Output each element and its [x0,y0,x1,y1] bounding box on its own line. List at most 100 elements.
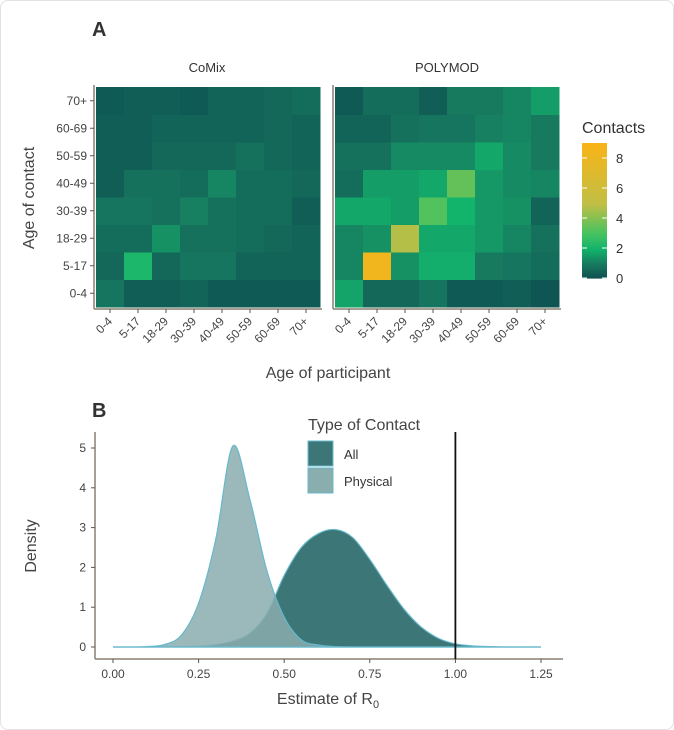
colorbar-segment [582,239,607,243]
heatmap-cell-polymod-50-59-70+ [531,142,560,170]
density-y-tick-label: 5 [79,441,86,455]
heatmap-cell-comix-70+-50-59 [236,87,265,115]
heatmap-cell-polymod-18-29-60-69 [503,224,532,253]
heatmap-cell-polymod-30-39-70+ [531,197,560,225]
colorbar-segment [582,221,607,225]
heatmap-cell-comix-40-49-60-69 [264,169,293,198]
heatmap-cell-comix-5-17-40-49 [208,252,237,280]
colorbar-segment [582,210,607,214]
density-area-all [113,528,541,648]
density-x-tick-label: 0.00 [101,667,125,681]
y-tick-label: 5-17 [63,259,87,273]
heatmap-cell-comix-0-4-30-39 [180,279,209,308]
heatmap-cell-comix-30-39-40-49 [208,197,237,225]
heatmap-cell-comix-30-39-60-69 [264,197,293,225]
heatmap-cell-comix-50-59-0-4 [96,142,125,170]
x-tick-label: 50-59 [224,314,256,346]
density-y-axis-title: Density [23,519,40,572]
heatmap-cell-polymod-50-59-50-59 [475,142,504,170]
heatmap-cell-polymod-70+-40-49 [447,87,476,115]
heatmap-cell-polymod-40-49-50-59 [475,169,504,198]
heatmap-cell-comix-0-4-40-49 [208,279,237,308]
colorbar-segment [582,269,607,272]
heatmap-cell-polymod-0-4-60-69 [503,279,532,308]
colorbar-segment [582,212,607,216]
colorbar-segment [582,203,607,207]
heatmap-cell-polymod-40-49-40-49 [447,169,476,198]
heatmap-cell-polymod-70+-5-17 [363,87,392,115]
heatmap-cell-polymod-5-17-30-39 [419,252,448,280]
heatmap-cell-comix-30-39-30-39 [180,197,209,225]
density-area-physical [112,444,541,648]
colorbar-segment [582,183,607,187]
y-tick-label: 50-59 [56,149,87,163]
heatmap-cell-polymod-40-49-5-17 [363,169,392,198]
heatmap-cell-polymod-40-49-60-69 [503,169,532,198]
x-tick-label: 40-49 [196,314,228,346]
heatmap-cell-comix-40-49-18-29 [152,169,181,198]
heatmap-cell-comix-18-29-0-4 [96,224,125,253]
heatmap-cell-comix-0-4-0-4 [96,279,125,308]
heatmap-cell-comix-18-29-50-59 [236,224,265,253]
heatmap-cell-comix-5-17-70+ [292,252,321,280]
x-tick-label: 30-39 [168,314,200,346]
colorbar-segment [582,233,607,236]
colorbar-segment [582,156,607,160]
y-tick-label: 30-39 [56,204,87,218]
heatmap-cell-polymod-70+-50-59 [475,87,504,115]
colorbar-segment [582,275,607,279]
colorbar-segment [582,257,607,261]
facet-title-comix: CoMix [189,60,226,75]
density-y-tick-label: 0 [79,640,86,654]
colorbar-segment [582,266,607,270]
colorbar-segment [582,201,607,205]
colorbar-tick-label: 6 [616,181,623,196]
heatmap-cell-comix-40-49-30-39 [180,169,209,198]
heatmap-cell-comix-70+-5-17 [124,87,153,115]
colorbar-segment [582,251,607,254]
colorbar-segment [582,152,607,155]
colorbar-segment [582,161,607,164]
heatmap-cell-polymod-60-69-50-59 [475,114,504,143]
facet-title-polymod: POLYMOD [415,60,479,75]
y-tick-label: 0-4 [70,286,88,300]
colorbar-segment [582,248,607,252]
x-tick-label: 70+ [287,314,311,338]
colorbar-segment [582,174,607,178]
y-tick-label: 40-49 [56,176,87,190]
heatmap-cell-polymod-30-39-30-39 [419,197,448,225]
heatmap-cell-comix-50-59-70+ [292,142,321,170]
heatmap-cell-polymod-30-39-60-69 [503,197,532,225]
heatmap-cell-comix-5-17-60-69 [264,252,293,280]
colorbar-segment [582,176,607,180]
heatmap-cell-comix-0-4-18-29 [152,279,181,308]
heatmap-cell-polymod-0-4-40-49 [447,279,476,308]
colorbar-tick-label: 0 [616,271,623,286]
heatmap-cell-polymod-60-69-5-17 [363,114,392,143]
colorbar-segment [582,264,607,268]
heatmap-cell-comix-60-69-18-29 [152,114,181,143]
heatmap-cell-comix-40-49-40-49 [208,169,237,198]
density-x-tick-label: 1.00 [444,667,468,681]
heatmap-cell-comix-60-69-70+ [292,114,321,143]
heatmap-cell-comix-0-4-70+ [292,279,321,308]
heatmap-cell-comix-40-49-70+ [292,169,321,198]
legend-title-contacts: Contacts [582,120,645,137]
colorbar-segment [582,273,607,277]
colorbar-segment [582,235,607,239]
colorbar-segment [582,181,607,185]
colorbar-segment [582,255,607,259]
heatmap-cell-polymod-40-49-18-29 [391,169,420,198]
density-y-tick-label: 2 [79,560,86,574]
heatmap-cell-comix-50-59-5-17 [124,142,153,170]
heatmap-cell-polymod-0-4-70+ [531,279,560,308]
heatmap-cell-comix-50-59-60-69 [264,142,293,170]
y-tick-label: 60-69 [56,121,87,135]
colorbar-segment [582,242,607,245]
heatmap-cell-polymod-18-29-50-59 [475,224,504,253]
heatmap-cell-comix-0-4-50-59 [236,279,265,308]
colorbar-segment [582,158,607,162]
heatmap-cell-polymod-18-29-18-29 [391,224,420,253]
colorbar-segment [582,154,607,158]
heatmap-cell-comix-5-17-5-17 [124,252,153,280]
